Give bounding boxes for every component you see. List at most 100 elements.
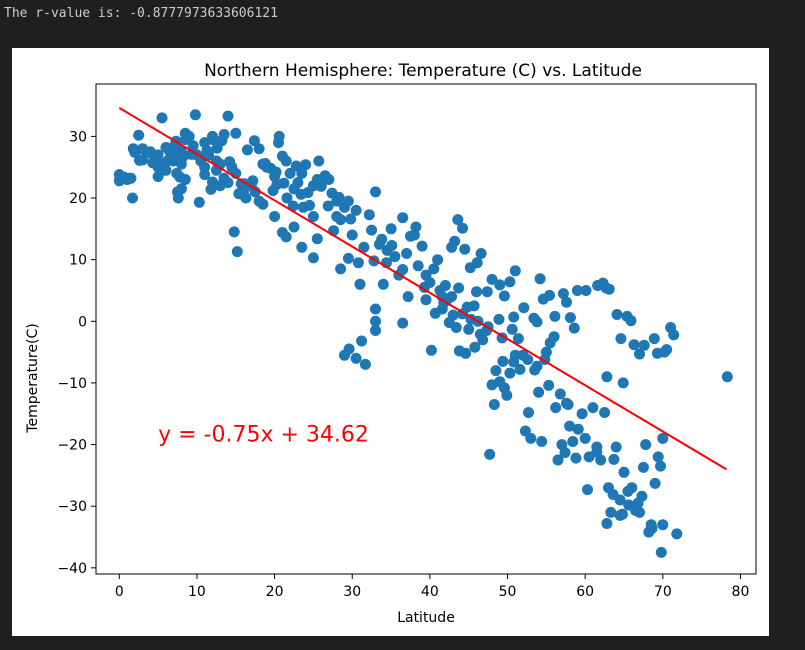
data-point [601, 371, 613, 383]
console-output-line: The r-value is: -0.8777973633606121 [4, 6, 278, 21]
data-point [156, 112, 168, 124]
data-point [646, 522, 658, 534]
data-point [350, 352, 362, 364]
data-point [508, 311, 520, 323]
data-point [241, 144, 253, 156]
x-tick-label: 70 [654, 584, 672, 600]
data-point [233, 188, 245, 200]
data-point [313, 155, 325, 167]
data-point [668, 329, 680, 341]
data-point [304, 199, 315, 211]
y-axis-ticks: −40 −30 −20 −10 0 10 20 30 [57, 129, 96, 577]
data-point [518, 302, 530, 314]
data-point [416, 240, 428, 252]
data-point [300, 159, 312, 171]
data-point [453, 282, 465, 294]
data-point [222, 177, 234, 189]
data-point [543, 379, 555, 391]
data-point [554, 388, 566, 400]
data-point [385, 223, 397, 235]
data-point [605, 506, 617, 518]
data-point [307, 211, 319, 222]
data-point [222, 110, 234, 122]
data-point [460, 347, 472, 359]
data-point [591, 441, 603, 453]
data-point [607, 489, 619, 500]
data-point [231, 246, 243, 258]
y-axis-label: Temperature(C) [25, 323, 41, 433]
data-point [561, 296, 572, 308]
data-point [498, 382, 510, 394]
scatter-points [113, 109, 733, 558]
data-point [540, 346, 552, 358]
data-point [614, 509, 626, 521]
data-point [449, 235, 461, 247]
data-point [550, 402, 562, 414]
y-tick-label: −10 [57, 376, 87, 392]
data-point [568, 322, 580, 334]
data-point [179, 174, 191, 185]
data-point [127, 192, 138, 204]
regression-line [118, 107, 728, 471]
data-point [582, 484, 593, 496]
data-point [401, 248, 413, 259]
data-point [343, 343, 355, 355]
data-point [648, 333, 660, 345]
data-point [257, 198, 269, 210]
data-point [626, 482, 638, 494]
chart-title: Northern Hemisphere: Temperature (C) vs.… [204, 61, 642, 81]
data-point [452, 214, 464, 226]
data-point [397, 212, 409, 224]
x-tick-label: 0 [115, 584, 124, 600]
x-axis-label: Latitude [397, 610, 455, 626]
data-point [475, 248, 487, 259]
data-point [655, 460, 666, 472]
data-point [346, 229, 358, 241]
data-point [420, 294, 432, 306]
data-point [335, 214, 347, 226]
data-point [247, 175, 259, 187]
data-point [498, 290, 510, 302]
data-point [564, 312, 576, 324]
x-tick-label: 50 [499, 584, 517, 600]
data-point [601, 518, 613, 529]
data-point [359, 358, 371, 370]
data-point [504, 276, 516, 288]
data-point [207, 130, 218, 142]
data-point [429, 307, 441, 319]
data-point [230, 127, 242, 139]
data-point [201, 145, 213, 157]
data-point [160, 164, 172, 176]
data-point [134, 154, 145, 166]
chart-figure: 0 10 20 30 40 50 60 70 80 −40 −30 −20 −10 0 10 20 30 y … [12, 48, 769, 636]
data-point [199, 169, 211, 181]
data-point [531, 316, 543, 328]
data-point [463, 323, 475, 335]
data-point [611, 309, 623, 320]
data-point [571, 285, 583, 296]
data-point [457, 222, 468, 234]
data-point [490, 365, 502, 377]
data-point [564, 420, 576, 432]
data-point [323, 174, 335, 185]
data-point [459, 243, 471, 255]
data-point [509, 349, 521, 361]
data-point [579, 432, 591, 444]
data-point [443, 317, 455, 328]
data-point [661, 344, 673, 356]
data-point [147, 157, 159, 169]
y-tick-label: −30 [57, 499, 87, 515]
data-point [397, 317, 409, 329]
data-point [177, 151, 189, 163]
data-point [561, 397, 572, 409]
data-point [370, 186, 381, 198]
y-tick-label: 10 [69, 253, 87, 269]
data-point [290, 160, 302, 172]
data-point [640, 439, 652, 451]
data-point [493, 313, 505, 325]
data-point [386, 240, 398, 251]
data-point [471, 257, 483, 269]
data-point [488, 399, 500, 410]
data-point [259, 158, 271, 169]
data-point [638, 339, 650, 351]
